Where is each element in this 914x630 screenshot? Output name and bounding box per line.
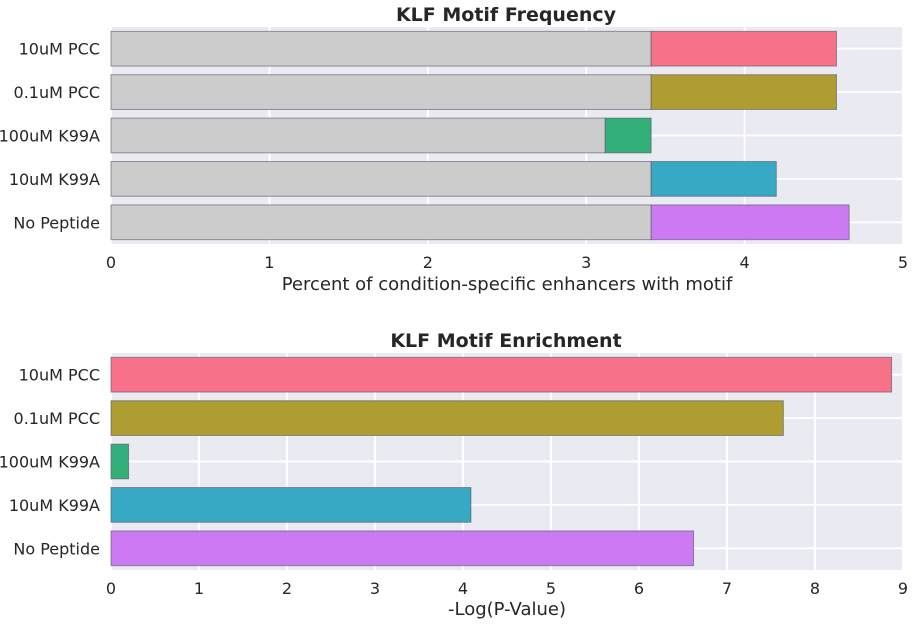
y-tick-label: 10uM PCC [19,40,100,59]
frequency-x-tick-labels: 0 1 2 3 4 5 [106,253,908,272]
y-tick-label: 100uM K99A [0,453,100,472]
bar-100um-k99a-segment-1 [604,117,652,154]
y-tick-label: 10uM K99A [9,170,100,189]
frequency-chart: 10uM PCC 0.1uM PCC 100uM K99A 10uM K99A No P… [0,4,908,295]
frequency-y-tick-labels: 10uM PCC 0.1uM PCC 100uM K99A 10uM K99A No P… [0,40,100,233]
enrichment-x-tick-labels: 0 1 2 3 4 5 6 7 8 9 [106,579,908,598]
frequency-chart-title: KLF Motif Frequency [396,4,617,26]
bar-no-peptide [110,530,695,567]
bar-no-peptide-segment-1 [650,204,850,241]
bar-0-1um-pcc-segment-1 [650,74,837,110]
x-tick-label: 2 [423,253,433,272]
enrichment-bars [110,356,893,567]
x-tick-label: 3 [370,579,380,598]
bar-10um-k99a-segment-0 [110,161,652,197]
bar-10um-pcc-segment-1 [650,30,837,67]
bar-10um-pcc-segment-0 [110,30,652,67]
bar-0-1um-pcc [110,400,784,436]
x-tick-label: 4 [458,579,468,598]
enrichment-chart: 10uM PCC 0.1uM PCC 100uM K99A 10uM K99A No P… [0,330,908,620]
x-tick-label: 5 [898,253,908,272]
frequency-x-axis-label: Percent of condition-specific enhancers … [282,274,733,295]
bar-10um-pcc [110,356,893,393]
x-tick-label: 5 [546,579,556,598]
enrichment-x-axis-label: -Log(P-Value) [448,599,566,620]
bar-0-1um-pcc-segment-0 [110,74,652,110]
y-tick-label: No Peptide [13,213,100,232]
x-tick-label: 9 [898,579,908,598]
y-tick-label: 10uM PCC [19,366,100,385]
y-tick-label: 0.1uM PCC [14,409,100,428]
x-tick-label: 0 [106,579,116,598]
y-tick-label: No Peptide [13,539,100,558]
bar-10um-k99a [110,487,472,523]
x-tick-label: 0 [106,253,116,272]
y-tick-label: 100uM K99A [0,127,100,146]
x-tick-label: 1 [194,579,204,598]
bar-100um-k99a-segment-0 [110,117,606,154]
bar-100um-k99a [110,443,130,480]
y-tick-label: 0.1uM PCC [14,83,100,102]
bar-10um-k99a-segment-1 [650,161,777,197]
bar-no-peptide-segment-0 [110,204,652,241]
x-tick-label: 7 [722,579,732,598]
frequency-bars [110,30,850,241]
x-tick-label: 2 [282,579,292,598]
x-tick-label: 1 [264,253,274,272]
x-tick-label: 8 [810,579,820,598]
enrichment-chart-title: KLF Motif Enrichment [390,330,621,352]
y-tick-label: 10uM K99A [9,496,100,515]
x-tick-label: 4 [740,253,750,272]
enrichment-y-tick-labels: 10uM PCC 0.1uM PCC 100uM K99A 10uM K99A No P… [0,366,100,559]
x-tick-label: 6 [634,579,644,598]
x-tick-label: 3 [581,253,591,272]
